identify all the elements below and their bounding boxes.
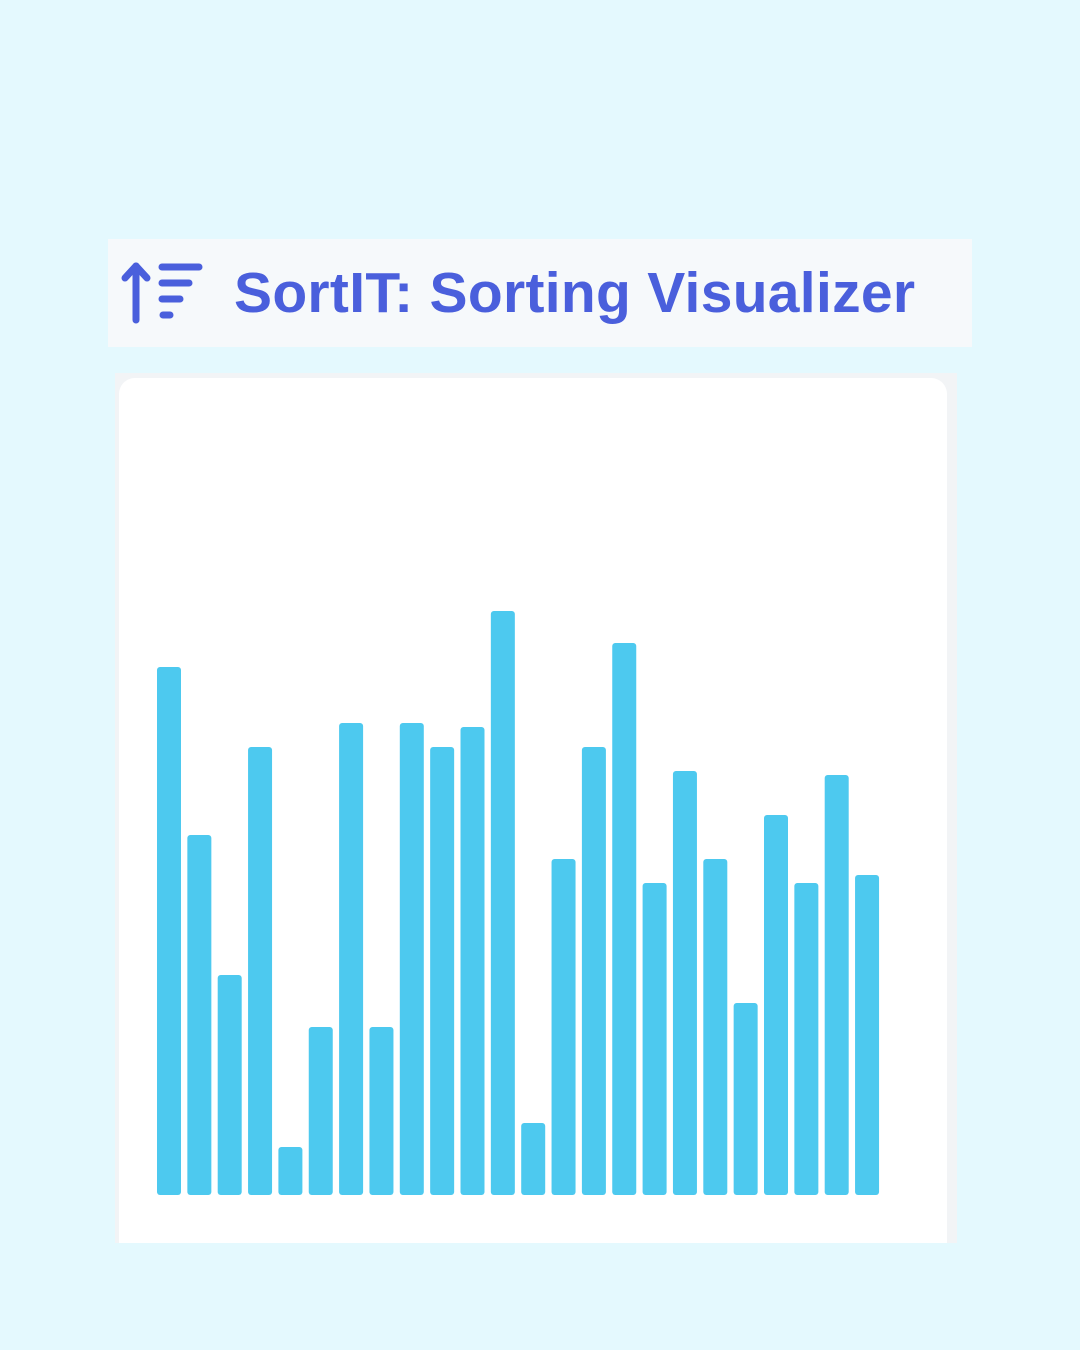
app-title: SortIT: Sorting Visualizer [234,261,916,325]
sort-ascending-icon [121,262,203,324]
app-header: SortIT: Sorting Visualizer [108,239,972,347]
page-footer-background [0,1243,1080,1350]
visualizer-card [119,378,947,1258]
